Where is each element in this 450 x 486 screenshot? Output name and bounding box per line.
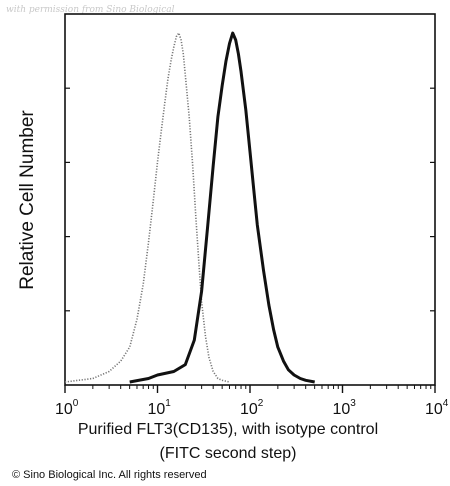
x-tick-label: 104 xyxy=(425,398,449,418)
watermark: with permission from Sino Biological xyxy=(6,5,175,15)
y-axis-label: Relative Cell Number xyxy=(17,110,38,290)
x-tick-base: 10 xyxy=(425,401,443,418)
x-tick-exponent: 2 xyxy=(258,398,264,409)
x-tick-base: 10 xyxy=(333,401,351,418)
x-tick-label: 101 xyxy=(148,398,172,418)
x-tick-exponent: 3 xyxy=(350,398,356,409)
flt3-stained-curve xyxy=(129,31,315,384)
x-tick-base: 10 xyxy=(240,401,258,418)
x-axis-label: Purified FLT3(CD135), with isotype contr… xyxy=(77,421,379,438)
x-tick-exponent: 4 xyxy=(443,398,449,409)
x-tick-base: 10 xyxy=(55,401,73,418)
isotype-control-curve xyxy=(64,32,230,383)
plot-frame xyxy=(64,13,436,386)
copyright-notice: © Sino Biological Inc. All rights reserv… xyxy=(12,469,207,481)
x-tick-label: 102 xyxy=(240,398,264,418)
x-axis-sublabel: (FITC second step) xyxy=(159,445,297,462)
x-tick-exponent: 0 xyxy=(73,398,79,409)
x-tick-label: 100 xyxy=(55,398,79,418)
x-tick-base: 10 xyxy=(148,401,166,418)
x-tick-exponent: 1 xyxy=(165,398,171,409)
x-tick-label: 103 xyxy=(333,398,357,418)
